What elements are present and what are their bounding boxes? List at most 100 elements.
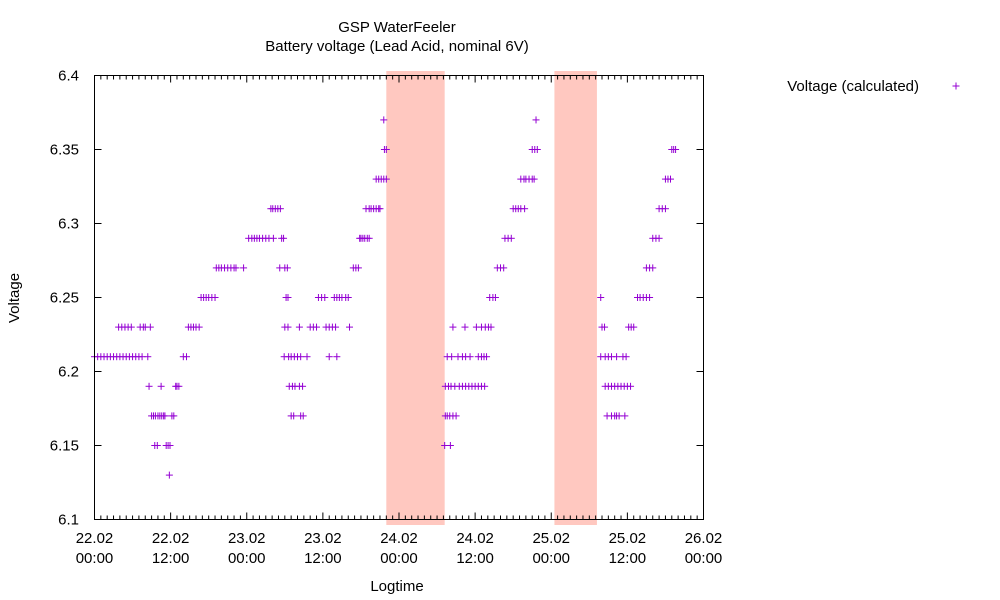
data-point — [157, 382, 165, 390]
y-tick-label: 6.3 — [58, 216, 79, 233]
data-point — [297, 353, 305, 361]
data-point — [622, 353, 630, 361]
data-point — [376, 205, 384, 213]
data-point — [649, 264, 657, 272]
x-tick-label-time: 12:00 — [456, 550, 494, 567]
data-point — [195, 323, 203, 331]
data-point — [321, 294, 329, 301]
data-point — [382, 146, 390, 153]
x-tick-label-date: 25.02 — [609, 530, 647, 547]
x-axis-label: Logtime — [370, 578, 423, 595]
data-point — [146, 323, 154, 331]
data-point — [481, 382, 489, 390]
y-tick-label: 6.2 — [58, 364, 79, 381]
data-point — [354, 264, 362, 272]
data-point — [182, 353, 190, 361]
x-tick-label-time: 00:00 — [532, 550, 570, 567]
x-tick-label-date: 24.02 — [380, 530, 418, 547]
data-point — [344, 294, 352, 301]
legend-label: Voltage (calculated) — [787, 78, 919, 95]
data-point — [667, 175, 675, 183]
x-tick-label-date: 22.02 — [152, 530, 190, 547]
data-point — [127, 323, 135, 331]
data-point — [303, 353, 311, 361]
data-point — [332, 323, 340, 331]
data-point — [313, 323, 321, 331]
chart-title: GSP WaterFeeler — [338, 19, 456, 36]
data-point — [165, 471, 173, 479]
data-point — [483, 353, 491, 361]
data-point — [448, 353, 456, 361]
data-point — [449, 323, 457, 331]
data-point — [487, 323, 495, 331]
data-point — [232, 264, 240, 272]
data-point — [144, 353, 152, 361]
data-point — [161, 412, 169, 420]
x-tick-label-date: 25.02 — [532, 530, 570, 547]
x-tick-label-time: 00:00 — [380, 550, 418, 567]
y-tick-label: 6.25 — [50, 290, 79, 307]
data-point — [346, 323, 354, 331]
data-point — [295, 323, 303, 331]
data-point — [446, 442, 454, 449]
data-point — [466, 353, 474, 361]
data-point — [507, 234, 515, 242]
data-point — [240, 264, 248, 272]
x-tick-label-date: 23.02 — [228, 530, 266, 547]
y-tick-label: 6.4 — [58, 68, 79, 85]
highlight-band-2 — [554, 71, 597, 525]
plot-border — [94, 75, 704, 520]
legend-marker — [952, 82, 960, 90]
data-point — [280, 234, 288, 242]
data-point — [284, 294, 292, 301]
data-point — [299, 412, 307, 420]
data-point — [597, 294, 605, 301]
legend-marker-symbol — [952, 82, 960, 90]
data-point — [380, 116, 388, 124]
x-tick-label-time: 00:00 — [685, 550, 723, 567]
x-tick-label-time: 00:00 — [76, 550, 114, 567]
data-point — [533, 146, 541, 153]
data-point — [461, 323, 469, 331]
data-point — [601, 323, 609, 331]
data-point — [627, 382, 635, 390]
data-point — [491, 294, 499, 301]
data-point — [290, 412, 298, 420]
legend: Voltage (calculated) — [787, 78, 960, 95]
x-tick-label-time: 12:00 — [152, 550, 190, 567]
data-point — [284, 323, 292, 331]
y-tick-label: 6.15 — [50, 438, 79, 455]
data-point — [532, 116, 540, 124]
data-points — [91, 116, 680, 479]
data-point — [170, 412, 178, 420]
x-tick-label-date: 26.02 — [685, 530, 723, 547]
chart-subtitle: Battery voltage (Lead Acid, nominal 6V) — [265, 38, 528, 55]
data-point — [646, 294, 654, 301]
data-point — [672, 146, 680, 153]
data-point — [153, 442, 161, 449]
data-point — [452, 412, 460, 420]
x-tick-label-time: 12:00 — [609, 550, 647, 567]
data-point — [655, 234, 663, 242]
data-point — [500, 264, 508, 272]
data-point — [613, 353, 621, 361]
x-tick-label-date: 23.02 — [304, 530, 342, 547]
x-tick-label-date: 24.02 — [456, 530, 494, 547]
data-point — [333, 353, 341, 361]
data-point — [145, 382, 153, 390]
highlight-bands — [386, 71, 597, 525]
y-tick-labels: 6.1 6.15 6.2 6.25 6.3 6.35 6.4 — [50, 68, 79, 529]
data-point — [521, 205, 529, 213]
y-tick-label: 6.1 — [58, 512, 79, 529]
x-tick-label-date: 22.02 — [76, 530, 114, 547]
data-point — [166, 442, 174, 449]
y-tick-label: 6.35 — [50, 142, 79, 159]
data-point — [365, 234, 373, 242]
data-point — [276, 205, 284, 213]
data-point — [630, 323, 638, 331]
data-point — [211, 294, 219, 301]
data-point — [269, 234, 277, 242]
data-point — [661, 205, 669, 213]
data-point — [283, 264, 291, 272]
